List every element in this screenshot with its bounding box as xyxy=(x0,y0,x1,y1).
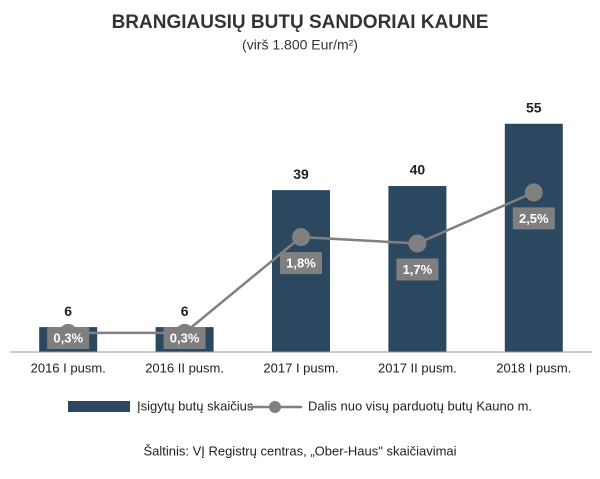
bar-value-label: 40 xyxy=(410,162,426,178)
legend-label: Įsigytų butų skaičius xyxy=(137,398,254,413)
line-value-label: 2,5% xyxy=(519,211,549,226)
bar-value-label: 6 xyxy=(64,303,72,319)
legend-swatch xyxy=(68,401,130,412)
value-label-box xyxy=(47,327,90,349)
line-value-label: 0,3% xyxy=(53,330,83,345)
value-label-box xyxy=(163,327,206,349)
x-tick-label: 2017 I pusm. xyxy=(263,360,338,375)
line-value-label: 1,7% xyxy=(403,262,433,277)
legend-label: Dalis nuo visų parduotų butų Kauno m. xyxy=(308,398,532,413)
x-tick-label: 2018 I pusm. xyxy=(496,360,571,375)
line-point xyxy=(524,183,543,202)
chart-subtitle: (virš 1.800 Eur/m²) xyxy=(242,37,358,53)
line-point xyxy=(408,234,427,253)
source: Šaltinis: VĮ Registrų centras, „Ober-Hau… xyxy=(143,443,456,458)
x-tick-label: 2017 II pusm. xyxy=(378,360,457,375)
legend-swatch-point xyxy=(269,401,281,413)
value-label-box xyxy=(512,207,555,230)
line-point xyxy=(292,228,310,247)
bar-value-label: 55 xyxy=(526,99,542,115)
x-tick-label: 2016 I pusm. xyxy=(31,360,106,375)
line-value-label: 1,8% xyxy=(286,256,316,271)
line-value-label: 0,3% xyxy=(170,330,200,345)
value-label-box xyxy=(280,252,322,275)
chart-title: BRANGIAUSIŲ BUTŲ SANDORIAI KAUNE xyxy=(112,12,489,33)
bar xyxy=(504,123,563,352)
bar-value-label: 6 xyxy=(181,303,189,319)
value-label-box xyxy=(396,258,439,281)
bar-value-label: 39 xyxy=(293,166,309,182)
x-tick-label: 2016 II pusm. xyxy=(145,360,224,375)
